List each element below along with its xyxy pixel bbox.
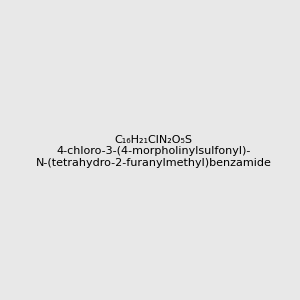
Text: C₁₆H₂₁ClN₂O₅S
4-chloro-3-(4-morpholinylsulfonyl)-
N-(tetrahydro-2-furanylmethyl): C₁₆H₂₁ClN₂O₅S 4-chloro-3-(4-morpholinyls… — [36, 135, 272, 168]
